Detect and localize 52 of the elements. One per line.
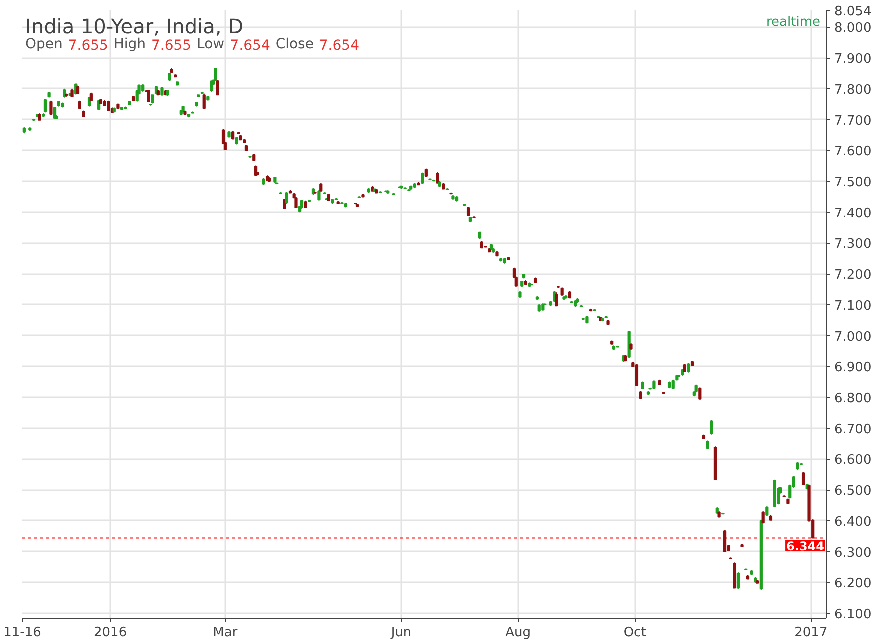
candlestick [736, 572, 740, 590]
y-tick-label: 6.400 [834, 514, 872, 530]
candlestick [44, 100, 48, 114]
y-tick-label: 8.054 [834, 4, 872, 20]
candlestick [436, 172, 440, 184]
candlestick [555, 292, 558, 307]
y-tick-label: 7.300 [834, 237, 872, 252]
y-tick-label: 6.500 [834, 484, 872, 500]
y-tick-label: 6.300 [834, 546, 872, 561]
candlestick [283, 198, 286, 210]
candlestick [318, 190, 321, 202]
candlestick [50, 100, 53, 116]
y-tick-label: 6.900 [834, 360, 872, 376]
y-tick-label: 7.500 [834, 175, 872, 190]
y-tick-label: 8.000 [834, 21, 872, 36]
candlestick [216, 80, 220, 96]
candlestick [698, 387, 702, 400]
y-tick-label: 7.900 [834, 52, 872, 68]
y-tick-label: 6.100 [834, 608, 872, 623]
candlestick [635, 364, 639, 386]
y-tick-label: 7.800 [834, 82, 872, 98]
x-tick-label: Mar [213, 626, 238, 640]
x-tick-label: 11-16 [4, 626, 42, 640]
candlestick [672, 379, 675, 390]
y-tick-label: 7.100 [834, 298, 872, 314]
x-tick-label: Oct [624, 626, 646, 640]
y-tick-label: 6.200 [834, 576, 872, 592]
y-tick-label: 7.200 [834, 268, 872, 284]
ref-line-label: 6.344 [786, 539, 825, 554]
candlestick [723, 530, 727, 552]
y-tick-label: 7.400 [834, 206, 872, 222]
x-tick-label: 2016 [94, 626, 128, 640]
candlestick [802, 472, 806, 486]
x-tick-label: 2017 [794, 626, 828, 640]
y-tick-label: 7.600 [834, 144, 872, 160]
annotation: realtime [766, 15, 821, 30]
text: Open 7.655 High 7.655 Low 7.654 Close 7.654 [26, 36, 360, 54]
candlestick [107, 100, 110, 112]
x-tick-label: Aug [506, 626, 531, 640]
x-tick-label: Jun [390, 626, 412, 640]
candlestick [710, 420, 714, 436]
y-tick-label: 6.700 [834, 422, 872, 438]
y-tick-label: 6.600 [834, 453, 872, 468]
candlestick [202, 93, 206, 110]
candlestick [762, 510, 765, 524]
candlestick [766, 506, 769, 517]
y-tick-label: 6.800 [834, 392, 872, 407]
candlestick [214, 68, 218, 82]
chart-title: India 10-Year, India, D [26, 14, 244, 38]
y-tick-label: 7.000 [834, 330, 872, 345]
candlestick [294, 196, 298, 209]
y-tick-label: 7.700 [834, 114, 872, 129]
